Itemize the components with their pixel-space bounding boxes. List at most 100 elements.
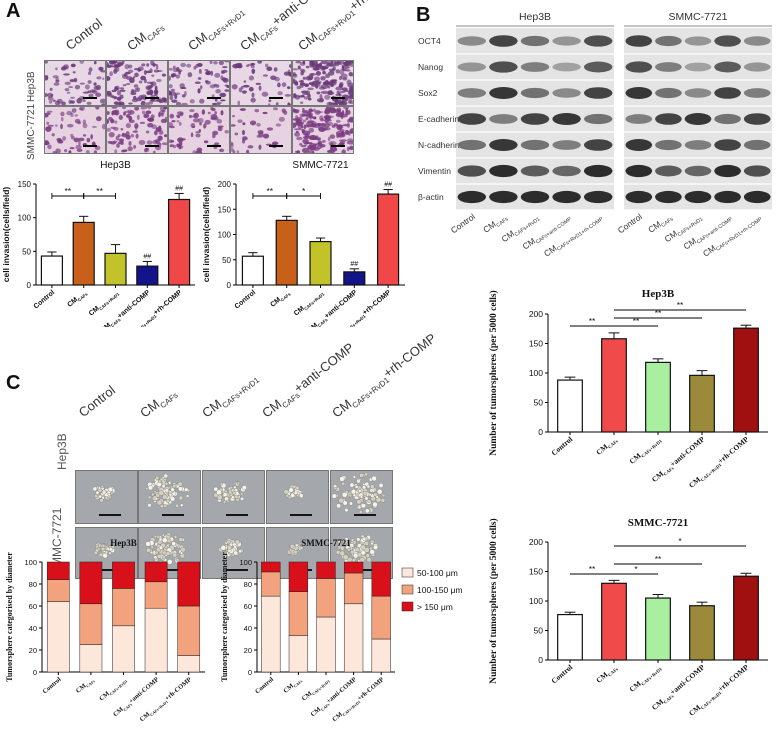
cell xyxy=(128,140,132,146)
cell xyxy=(189,114,192,119)
cell xyxy=(113,110,120,116)
sphere-cell xyxy=(96,547,101,551)
cell xyxy=(288,64,293,68)
sphere-cell xyxy=(161,537,168,543)
cell xyxy=(138,139,146,146)
significance-label: * xyxy=(678,536,682,546)
cell xyxy=(328,71,335,76)
cell-line-title: Hep3B xyxy=(519,11,551,23)
cell xyxy=(215,84,220,88)
cell xyxy=(218,60,225,66)
cell xyxy=(101,123,107,130)
cell xyxy=(248,86,254,92)
sphere-cell xyxy=(172,484,177,489)
cell xyxy=(286,86,291,90)
blot-band xyxy=(714,190,741,204)
cell xyxy=(193,113,197,119)
sphere-cell xyxy=(170,496,176,502)
micrograph-texture xyxy=(228,107,288,155)
y-tick-label: 0 xyxy=(227,281,232,290)
cell xyxy=(299,143,303,146)
sphere-texture xyxy=(283,484,312,516)
y-axis-label: cell invasion(cells/field) xyxy=(201,187,211,283)
sphere-cell xyxy=(362,485,367,490)
y-tick-label: 0 xyxy=(248,668,252,677)
cell xyxy=(63,73,70,76)
cell xyxy=(131,98,139,103)
sphere-cell xyxy=(168,493,172,497)
sphere-cell xyxy=(163,503,168,508)
sphere-texture xyxy=(331,472,386,516)
cell xyxy=(275,123,282,127)
cell xyxy=(213,61,218,65)
cell xyxy=(47,124,54,127)
cell xyxy=(197,77,202,80)
stacked-bar-segment xyxy=(343,603,364,673)
sphere-image-hep3b xyxy=(138,470,201,524)
cell xyxy=(73,77,78,83)
cell xyxy=(258,85,262,91)
cell xyxy=(116,90,122,96)
legend-label: > 150 μm xyxy=(417,602,453,612)
cell xyxy=(331,125,336,128)
cell xyxy=(322,127,331,131)
sphere-texture xyxy=(145,532,186,571)
sphere-cell xyxy=(341,481,346,486)
category-label: Control xyxy=(549,435,574,458)
cell xyxy=(77,121,82,125)
blot-band xyxy=(457,165,487,177)
bar xyxy=(601,338,627,433)
cell xyxy=(176,120,180,123)
sphere-cell xyxy=(222,553,228,559)
cell xyxy=(246,64,250,67)
y-axis-label: Tumorsphere categorised by diameter xyxy=(220,552,229,682)
sphere-cell xyxy=(222,500,227,504)
stacked-bar-segment xyxy=(46,579,70,602)
protein-label: N-cadherin xyxy=(418,140,460,150)
cell xyxy=(224,84,229,87)
cell xyxy=(209,59,213,64)
y-axis-label: Tumorsphere categorised by diameter xyxy=(5,552,14,682)
sphere-cell xyxy=(371,475,377,482)
sphere-cell xyxy=(370,542,374,546)
panel-c-header-2: CMCAFs+RvD1 xyxy=(199,375,262,421)
cell xyxy=(71,108,77,113)
cell xyxy=(270,75,277,80)
y-tick-label: 60 xyxy=(29,602,37,611)
cell xyxy=(70,96,76,99)
cell xyxy=(79,105,85,111)
sphere-cell xyxy=(158,479,162,483)
sphere-cell xyxy=(378,483,384,488)
cell xyxy=(105,111,110,115)
stacked-bar-segment xyxy=(316,616,336,673)
sphere-cell xyxy=(339,550,345,557)
cell xyxy=(315,62,319,68)
blot-band xyxy=(583,139,613,151)
cell xyxy=(301,90,308,94)
cell xyxy=(320,84,329,89)
cell xyxy=(241,139,246,144)
cell xyxy=(117,133,121,138)
cell xyxy=(195,131,201,134)
micrograph-smmc7721 xyxy=(167,106,230,156)
category-label: Control xyxy=(234,289,258,310)
sphere-cell xyxy=(155,475,160,480)
panel-b-hep3b-tumorsphere-chart: Hep3B Number of tumorspheres (per 5000 ce… xyxy=(488,288,768,491)
sphere-cell xyxy=(178,495,184,501)
cell xyxy=(307,97,312,101)
cell xyxy=(113,101,119,105)
cell xyxy=(119,87,125,90)
cell xyxy=(212,133,216,139)
cell xyxy=(86,137,91,143)
sphere-cell xyxy=(288,487,294,493)
cell xyxy=(191,125,196,129)
blot-band xyxy=(655,62,682,72)
cell xyxy=(338,101,346,106)
sphere-cell xyxy=(220,545,226,551)
sphere-cell xyxy=(233,485,237,489)
y-tick-label: 100 xyxy=(529,596,543,606)
cell xyxy=(220,75,224,81)
blot-band xyxy=(684,140,712,150)
sphere-cell xyxy=(173,535,178,539)
sphere-cell xyxy=(364,541,369,546)
